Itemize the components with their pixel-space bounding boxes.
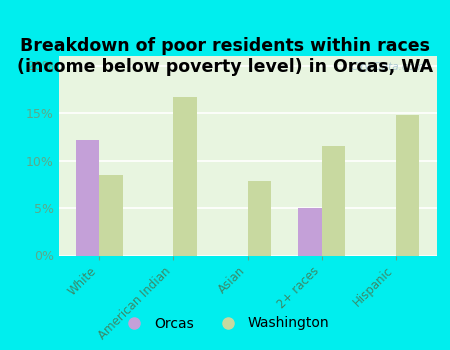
Legend: Orcas, Washington: Orcas, Washington [115, 311, 335, 336]
Bar [99, 175, 123, 256]
Bar [76, 140, 99, 256]
Text: Breakdown of poor residents within races
(income below poverty level) in Orcas, : Breakdown of poor residents within races… [17, 37, 433, 76]
Bar [248, 181, 271, 256]
Bar [298, 208, 322, 255]
Bar [322, 146, 345, 256]
Text: City-Data.com: City-Data.com [351, 62, 425, 72]
Bar [173, 97, 197, 256]
Bar [396, 115, 419, 256]
